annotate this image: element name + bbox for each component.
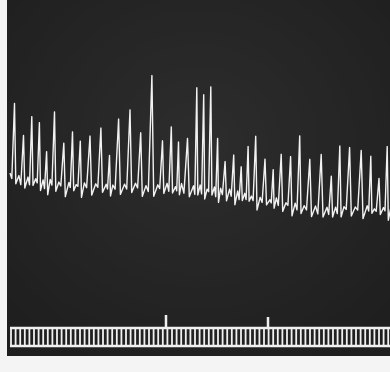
page: (() => { const data = JSON.parse(documen… [0,0,390,372]
photo [0,0,390,372]
